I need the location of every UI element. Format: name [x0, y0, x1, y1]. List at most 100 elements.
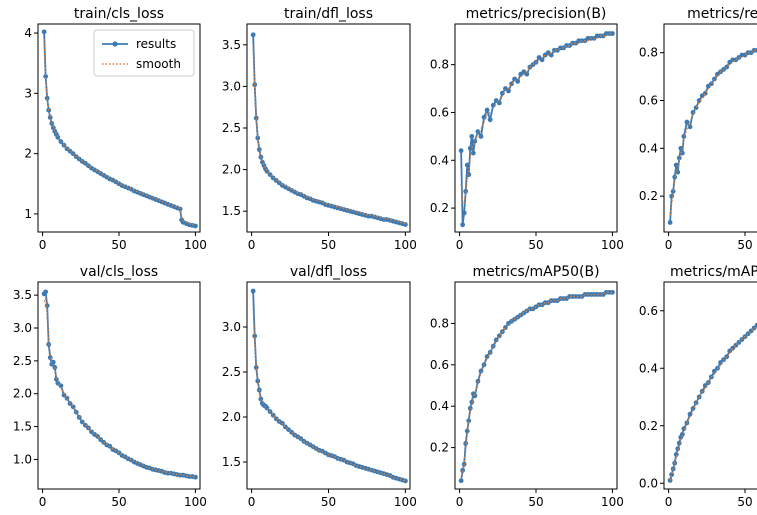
results-point [490, 102, 496, 108]
results-series-line [252, 290, 406, 482]
results-point [669, 472, 675, 478]
results-point [41, 29, 47, 35]
results-point [255, 135, 261, 141]
y-tick-label: 0.4 [639, 361, 658, 375]
smooth-series-line [669, 49, 757, 216]
subplot-5: val/cls_loss 0 50 100 1.0 1.5 2.0 2.5 3.0 3.5 [13, 264, 207, 509]
results-point [672, 174, 678, 180]
x-tick-label: 50 [321, 495, 336, 509]
subplot-title: metrics/recall(B) [687, 6, 757, 22]
results-point [255, 378, 261, 384]
x-tick-label: 100 [184, 495, 207, 509]
plot-area [41, 29, 198, 229]
results-point [675, 446, 681, 452]
axes-frame [454, 281, 618, 490]
x-tick-label: 0 [456, 238, 464, 252]
legend-smooth-label: smooth [136, 57, 181, 71]
results-point [475, 129, 481, 134]
x-tick-label: 0 [39, 495, 47, 509]
results-point [712, 368, 717, 374]
results-point [493, 337, 499, 343]
results-point [484, 107, 490, 113]
y-tick-label: 1.5 [222, 455, 241, 469]
results-point [73, 409, 79, 415]
smooth-series-line [43, 39, 196, 227]
results-point [458, 478, 464, 484]
x-tick-label: 0 [39, 238, 47, 252]
plot-area [667, 322, 757, 483]
results-point [539, 57, 545, 63]
plot-area [41, 289, 198, 480]
y-tick-label: 0.2 [430, 201, 449, 215]
results-point [43, 289, 49, 295]
subplot-title: train/cls_loss [74, 6, 164, 22]
axes-frame [454, 23, 618, 233]
results-point [754, 322, 757, 328]
results-point [696, 98, 702, 103]
legend: results smooth [93, 29, 195, 77]
y-tick-label: 2.0 [222, 163, 241, 177]
x-tick-label: 100 [601, 238, 624, 252]
results-point [466, 418, 472, 424]
y-tick-label: 0.6 [430, 105, 449, 119]
subplot-title: train/dfl_loss [284, 6, 373, 22]
subplot-title: val/dfl_loss [290, 264, 367, 280]
y-tick-label: 1 [24, 207, 32, 221]
results-point [667, 220, 673, 225]
results-point [402, 222, 408, 227]
smooth-series-line [669, 327, 757, 481]
smooth-series-line [252, 44, 406, 225]
y-tick-label: 2.5 [222, 365, 241, 379]
x-tick-label: 100 [601, 495, 624, 509]
results-point [515, 78, 521, 84]
y-tick-label: 0.4 [430, 153, 449, 167]
results-point [478, 368, 484, 374]
results-point [44, 95, 50, 101]
results-point [718, 360, 723, 365]
y-tick-label: 1.5 [222, 204, 241, 218]
results-point [548, 52, 554, 58]
y-tick-label: 4 [24, 26, 32, 40]
results-point [693, 400, 699, 406]
y-tick-label: 3.5 [13, 288, 32, 302]
results-point [724, 64, 730, 70]
y-tick-label: 0.4 [430, 399, 449, 413]
y-tick-label: 1.0 [13, 452, 32, 466]
y-tick-label: 0.0 [639, 476, 658, 490]
x-tick-label: 50 [737, 238, 752, 252]
y-tick-label: 2.5 [222, 121, 241, 135]
results-point [458, 148, 464, 154]
y-tick-label: 0.2 [639, 189, 658, 203]
results-point [53, 376, 59, 382]
subplot-2: train/dfl_loss 0 50 100 1.5 2.0 2.5 3.0 3.5 [222, 6, 417, 252]
axes-frame [246, 23, 411, 233]
results-point [43, 74, 49, 79]
results-series-line [460, 291, 613, 481]
subplot-title: metrics/mAP50-95(B) [670, 264, 757, 280]
results-point [467, 405, 473, 411]
results-point [250, 32, 256, 38]
x-tick-label: 0 [456, 495, 464, 509]
subplot-title: val/cls_loss [80, 264, 158, 280]
subplot-6: val/dfl_loss 0 50 100 1.5 2.0 2.5 3.0 [222, 264, 417, 509]
x-tick-label: 50 [321, 238, 336, 252]
axes-frame [663, 281, 757, 490]
results-point [253, 365, 259, 370]
results-point [464, 162, 470, 168]
results-point [681, 133, 687, 139]
results-point [470, 150, 476, 156]
y-tick-label: 0.6 [639, 304, 658, 318]
results-series-line [252, 34, 406, 226]
results-point [676, 440, 682, 446]
x-tick-label: 100 [394, 238, 417, 252]
subplot-1: train/cls_loss 0 50 100 1 2 3 4 results smooth [24, 6, 207, 252]
results-point [754, 47, 757, 53]
results-point [499, 90, 505, 96]
y-tick-label: 3.0 [222, 320, 241, 334]
results-point [506, 88, 511, 94]
x-tick-label: 50 [737, 495, 752, 509]
results-series-line [669, 49, 757, 223]
results-point [702, 383, 708, 388]
